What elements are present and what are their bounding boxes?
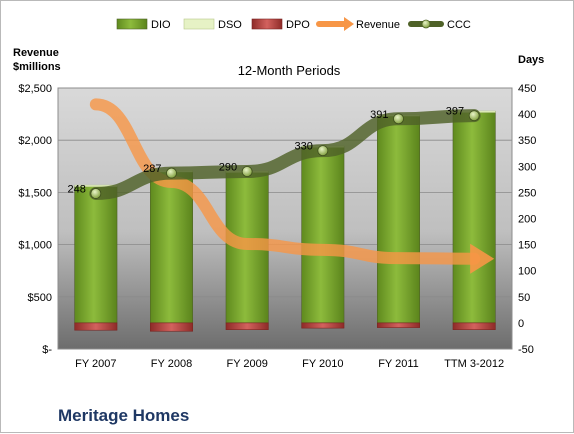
ccc-marker-fy-2009: [241, 166, 253, 177]
ccc-data-label-fy-2011: 391: [370, 109, 388, 121]
left-axis-title-line2: $millions: [13, 61, 61, 73]
right-tick-label: 0: [518, 318, 524, 330]
revenue-line-group: [89, 98, 495, 274]
right-tick-label: -50: [518, 344, 534, 356]
right-axis: -50 0 50 100 150 200 250 300 350 400 450: [518, 83, 536, 356]
ccc-line-group: 248 287 290 330 391 397: [67, 106, 481, 200]
right-tick-label: 350: [518, 135, 536, 147]
ccc-marker-fy-2008: [166, 167, 177, 179]
bar-dpo-fy-2011: [377, 322, 420, 328]
revenue-line: [89, 98, 481, 265]
left-axis-title-line1: Revenue: [13, 47, 59, 59]
left-axis: $- $500 $1,000 $1,500 $2,000 $2,500: [18, 83, 52, 356]
company-name: Meritage Homes: [58, 406, 189, 425]
ccc-data-label-fy-2010: 330: [294, 141, 312, 153]
left-tick-label: $2,000: [18, 135, 52, 147]
left-tick-label: $1,000: [18, 240, 52, 252]
left-tick-label: $2,500: [18, 83, 52, 95]
bar-dpo-fy-2008: [150, 322, 193, 332]
legend-swatch-dpo: [251, 18, 283, 30]
bar-dio-fy-2011: [377, 114, 420, 324]
x-tick-label: FY 2008: [151, 358, 192, 370]
legend-swatch-dio: [116, 18, 148, 30]
ccc-marker-fy-2010: [317, 145, 329, 157]
bar-dio-fy-2008: [150, 171, 193, 324]
left-tick-label: $500: [28, 292, 52, 304]
x-tick-label: FY 2011: [378, 358, 419, 370]
x-tick-label: TTM 3-2012: [444, 358, 504, 370]
right-tick-label: 150: [518, 240, 536, 252]
right-tick-label: 100: [518, 266, 536, 278]
revenue-arrowhead: [470, 243, 495, 274]
bar-dio-ttm-3-2012: [452, 111, 496, 324]
bar-dpo-fy-2010: [301, 322, 345, 329]
legend-label-ccc: CCC: [447, 19, 471, 31]
legend-label-revenue: Revenue: [356, 19, 400, 31]
ccc-data-label-fy-2008: 287: [143, 163, 161, 175]
left-tick-label: $1,500: [18, 187, 52, 199]
legend-label-dpo: DPO: [286, 19, 310, 31]
legend-label-dio: DIO: [151, 19, 171, 31]
bar-dpo-fy-2007: [74, 322, 118, 331]
x-tick-label: FY 2009: [226, 358, 267, 370]
right-tick-label: 250: [518, 187, 536, 199]
bar-dpo-ttm-3-2012: [452, 322, 496, 330]
legend-swatch-ccc-marker: [421, 19, 431, 29]
right-tick-label: 50: [518, 292, 530, 304]
x-axis: FY 2007 FY 2008 FY 2009 FY 2010 FY 2011 TTM 3…: [75, 358, 504, 370]
bar-dio-fy-2010: [301, 146, 345, 324]
bar-dio-fy-2007: [74, 185, 118, 324]
chart-subtitle: 12-Month Periods: [238, 63, 341, 78]
right-tick-label: 300: [518, 161, 536, 173]
ccc-data-label-fy-2007: 248: [67, 183, 85, 195]
legend: DIO DSO DPO Revenue CCC: [116, 17, 471, 31]
right-axis-title: Days: [518, 54, 544, 66]
bar-dpo-fy-2009: [225, 322, 269, 330]
legend-swatch-revenue-arrow: [344, 17, 354, 31]
ccc-data-label-fy-2009: 290: [219, 162, 237, 174]
ccc-marker-ttm-3-2012: [468, 110, 480, 122]
ccc-marker-fy-2011: [393, 113, 404, 125]
legend-label-dso: DSO: [218, 19, 242, 31]
right-tick-label: 450: [518, 83, 536, 95]
left-tick-label: $-: [42, 344, 52, 356]
x-tick-label: FY 2007: [75, 358, 116, 370]
right-tick-label: 400: [518, 109, 536, 121]
x-tick-label: FY 2010: [302, 358, 343, 370]
ccc-data-label-ttm-3-2012: 397: [446, 106, 464, 118]
ccc-marker-fy-2007: [90, 188, 102, 199]
legend-swatch-dso: [183, 18, 215, 30]
right-tick-label: 200: [518, 214, 536, 226]
